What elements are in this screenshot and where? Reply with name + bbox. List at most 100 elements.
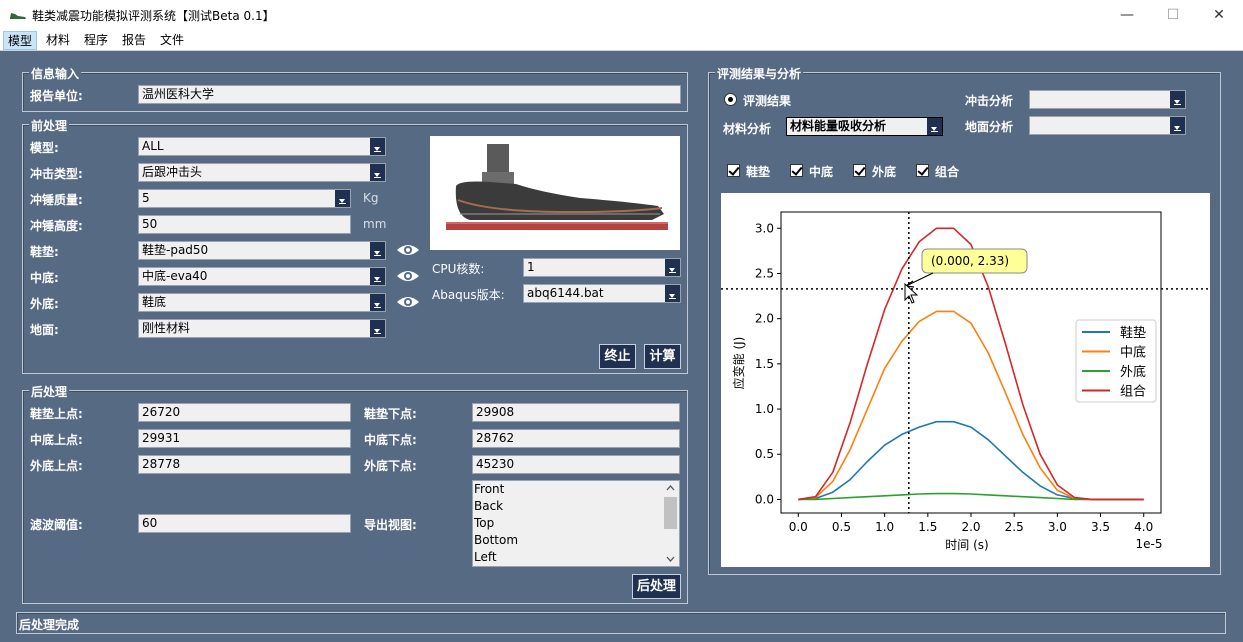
midsole-checkbox[interactable] (790, 164, 803, 177)
mass-unit: Kg (363, 191, 379, 205)
results-group: 评测结果与分析 (708, 65, 1221, 575)
chevron-down-icon (665, 285, 680, 302)
menu-model[interactable]: 模型 (3, 31, 38, 50)
impact-analysis-select[interactable] (1029, 90, 1186, 109)
list-item[interactable]: Back (474, 499, 504, 513)
hammer-height-field[interactable]: 50 (138, 215, 351, 234)
window-title: 鞋类减震功能模拟评测系统【测试Beta 0.1】 (32, 9, 275, 23)
abaqus-version-select[interactable]: abq6144.bat (523, 284, 681, 303)
calculate-button[interactable]: 计算 (644, 344, 681, 369)
chevron-down-icon (370, 268, 385, 285)
eye-icon[interactable] (396, 268, 420, 284)
x-tick-label: 4.0 (1134, 520, 1153, 534)
legend-label: 中底 (1120, 345, 1146, 361)
eye-icon[interactable] (396, 294, 420, 310)
outsole-bottom-label: 外底下点: (364, 459, 417, 473)
outsole-checkbox[interactable] (853, 164, 866, 177)
cpu-cores-select[interactable]: 1 (523, 258, 681, 277)
chart-svg: 0.0 0.5 1.0 1.5 2.0 2.5 3.0 0.0 0.5 1.0 1.5 2.0 2.5… (721, 211, 1210, 552)
outsole-value: 鞋底 (142, 295, 167, 309)
x-axis-multiplier: 1e-5 (1136, 537, 1163, 551)
filter-threshold-field[interactable]: 60 (138, 514, 351, 533)
postprocess-button[interactable]: 后处理 (632, 574, 681, 599)
model-select[interactable]: ALL (138, 137, 386, 156)
insole-bottom-label: 鞋垫下点: (364, 407, 417, 421)
info-input-group: 信息输入 (22, 65, 688, 112)
outsole-top-field[interactable]: 28778 (138, 455, 351, 474)
chevron-down-icon (927, 118, 942, 135)
cpu-cores-value: 1 (527, 260, 535, 274)
preprocess-group: 前处理 (22, 117, 688, 374)
results-radio[interactable] (724, 93, 737, 106)
minimize-button[interactable]: — (1120, 7, 1134, 23)
ground-select[interactable]: 刚性材料 (138, 319, 386, 338)
x-tick-label: 0.5 (832, 520, 851, 534)
maximize-button[interactable]: ☐ (1166, 7, 1180, 23)
ground-analysis-select[interactable] (1029, 116, 1186, 135)
model-select-value: ALL (142, 139, 164, 153)
title-bar: 鞋类减震功能模拟评测系统【测试Beta 0.1】 — ☐ ✕ (0, 0, 1243, 30)
insole-select[interactable]: 鞋垫-pad50 (138, 241, 386, 260)
impact-type-value: 后跟冲击头 (142, 165, 203, 179)
tooltip-text: (0.000, 2.33) (931, 254, 1009, 268)
midsole-bottom-field[interactable]: 28762 (472, 429, 680, 448)
menu-report[interactable]: 报告 (122, 33, 147, 47)
stop-button[interactable]: 终止 (599, 344, 636, 369)
chevron-down-icon (370, 138, 385, 155)
impact-type-label: 冲击类型: (30, 167, 83, 181)
outsole-bottom-field[interactable]: 45230 (472, 455, 680, 474)
ground-value: 刚性材料 (142, 321, 191, 335)
y-tick-label: 3.0 (755, 221, 774, 235)
chevron-down-icon (370, 242, 385, 259)
info-group-title: 信息输入 (29, 65, 82, 82)
midsole-label: 中底: (30, 271, 59, 285)
cpu-cores-label: CPU核数: (432, 262, 485, 276)
status-bar: 后处理完成 (16, 612, 1226, 634)
status-text: 后处理完成 (19, 618, 80, 632)
combined-checkbox[interactable] (916, 164, 929, 177)
outsole-checkbox-label: 外底 (872, 165, 897, 179)
material-analysis-select[interactable]: 材料能量吸收分析 (786, 117, 943, 136)
chevron-down-icon (370, 164, 385, 181)
eye-icon[interactable] (396, 242, 420, 258)
list-item[interactable]: Top (474, 516, 495, 530)
midsole-select[interactable]: 中底-eva40 (138, 267, 386, 286)
model-label: 模型: (30, 141, 59, 155)
chevron-down-icon (370, 294, 385, 311)
material-analysis-label: 材料分析 (723, 122, 772, 136)
menu-file[interactable]: 文件 (160, 33, 185, 47)
postprocess-group: 后处理 (22, 383, 688, 604)
hammer-mass-select[interactable]: 5 (138, 189, 351, 208)
list-item[interactable]: Left (474, 550, 497, 564)
results-radio-label: 评测结果 (743, 94, 792, 108)
export-view-list[interactable]: Front Back Top Bottom Left (472, 480, 680, 567)
x-tick-label: 2.5 (1005, 520, 1024, 534)
shoe-logo-icon (10, 13, 26, 19)
list-scrollbar[interactable] (662, 481, 679, 566)
midsole-top-field[interactable]: 29931 (138, 429, 351, 448)
outsole-label: 外底: (30, 297, 59, 311)
insole-bottom-field[interactable]: 29908 (472, 403, 680, 422)
insole-checkbox[interactable] (727, 164, 740, 177)
data-tooltip: (0.000, 2.33) (905, 248, 1028, 288)
legend-label: 组合 (1120, 385, 1146, 400)
legend-label: 鞋垫 (1120, 325, 1146, 341)
outsole-select[interactable]: 鞋底 (138, 293, 386, 312)
x-tick-label: 3.0 (1048, 520, 1067, 534)
report-unit-field[interactable]: 温州医科大学 (138, 85, 681, 104)
shoe-model-image (446, 144, 668, 230)
list-item[interactable]: Front (474, 482, 505, 496)
close-button[interactable]: ✕ (1213, 7, 1225, 23)
chevron-down-icon (370, 320, 385, 337)
x-tick-label: 3.5 (1091, 520, 1110, 534)
menu-program[interactable]: 程序 (84, 33, 109, 47)
impact-type-select[interactable]: 后跟冲击头 (138, 163, 386, 182)
preprocess-group-title: 前处理 (29, 117, 70, 134)
hammer-mass-value: 5 (142, 191, 150, 205)
x-tick-label: 1.5 (918, 520, 937, 534)
list-item[interactable]: Bottom (474, 533, 519, 547)
material-analysis-value: 材料能量吸收分析 (790, 119, 887, 133)
shoe-model-preview (430, 136, 680, 250)
menu-material[interactable]: 材料 (46, 33, 71, 47)
insole-top-field[interactable]: 26720 (138, 403, 351, 422)
